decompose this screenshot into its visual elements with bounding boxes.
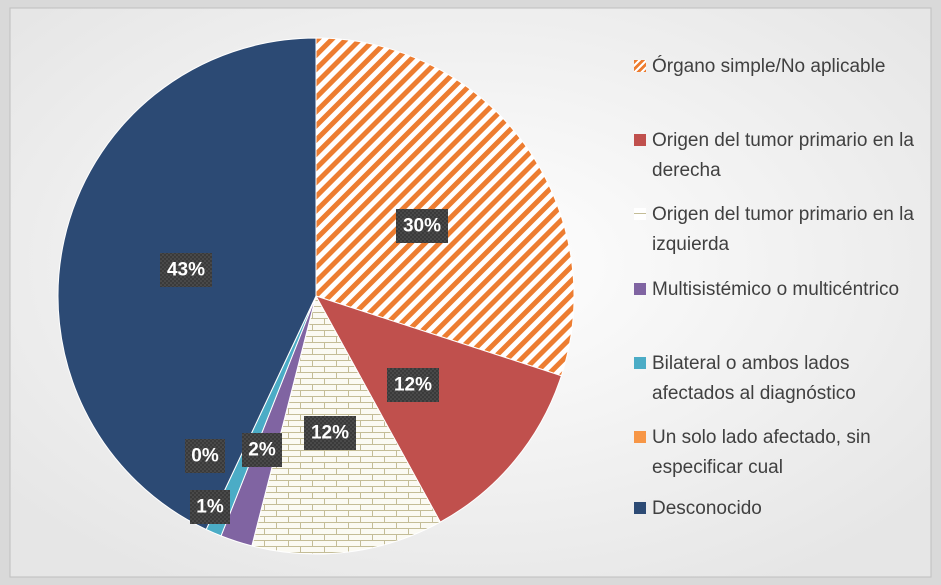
legend-label: Un solo lado afectado, sin especificar c… [652, 427, 871, 478]
legend-item: Multisistémico o multicéntrico [634, 275, 914, 305]
legend-item: Un solo lado afectado, sin especificar c… [634, 423, 914, 483]
data-label: 12% [394, 375, 432, 396]
legend-swatch [634, 208, 646, 220]
data-label-box [185, 439, 225, 473]
data-label: 30% [403, 216, 441, 237]
legend-label: Bilateral o ambos lados afectados al dia… [652, 353, 856, 404]
pie-slice [315, 37, 575, 377]
data-label: 12% [311, 423, 349, 444]
data-label: 1% [196, 497, 224, 518]
data-label: 2% [248, 440, 276, 461]
legend-item: Origen del tumor primario en la izquierd… [634, 200, 914, 260]
legend-item: Bilateral o ambos lados afectados al dia… [634, 349, 914, 409]
legend-item: Origen del tumor primario en la derecha [634, 126, 914, 186]
legend-swatch [634, 357, 646, 369]
legend-label: Origen del tumor primario en la derecha [652, 130, 914, 181]
legend-label: Desconocido [652, 498, 762, 519]
legend-swatch [634, 502, 646, 514]
data-label-box [304, 416, 356, 450]
legend-item: Órgano simple/No aplicable [634, 52, 914, 82]
legend-label: Origen del tumor primario en la izquierd… [652, 204, 914, 255]
legend-label: Órgano simple/No aplicable [652, 56, 886, 77]
legend-swatch [634, 431, 646, 443]
data-label: 43% [167, 260, 205, 281]
data-label-box [242, 433, 282, 467]
legend-item: Desconocido [634, 494, 914, 524]
data-label-box [160, 253, 212, 287]
data-label-box [190, 490, 230, 524]
legend-swatch [634, 60, 646, 72]
legend-label: Multisistémico o multicéntrico [652, 279, 900, 300]
legend: Órgano simple/No aplicable Origen del tum… [634, 0, 934, 585]
legend-swatch [634, 134, 646, 146]
data-label: 0% [191, 446, 219, 467]
pie-slice [314, 295, 563, 523]
legend-swatch [634, 283, 646, 295]
data-label-box [396, 209, 448, 243]
data-label-box [387, 368, 439, 402]
